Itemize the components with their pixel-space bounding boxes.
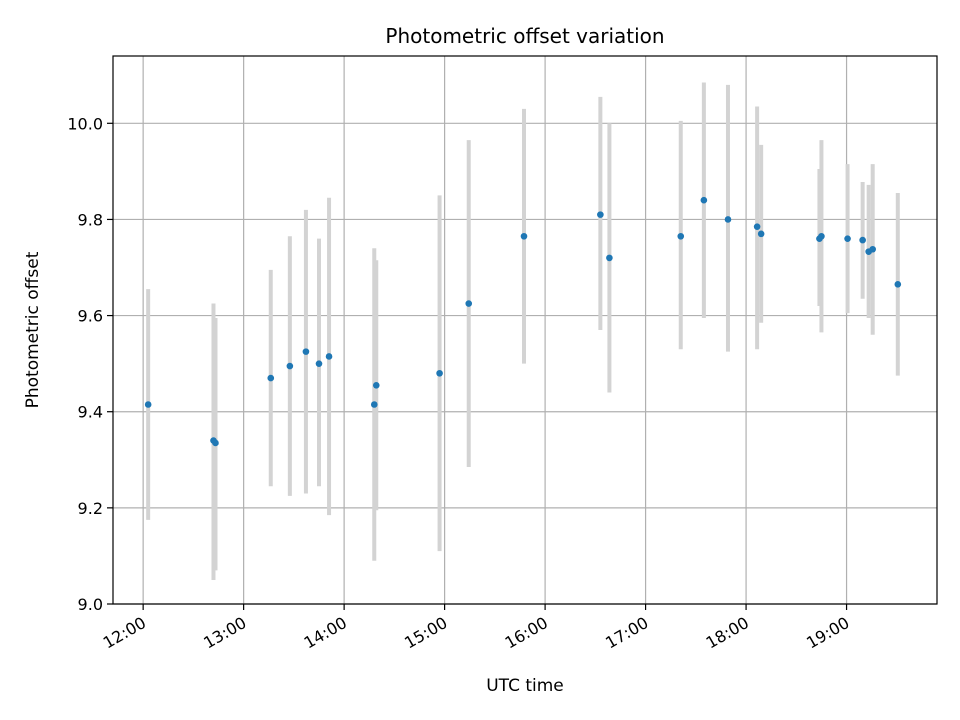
y-tick-label: 10.0: [67, 114, 103, 133]
plot-frame: [112, 55, 938, 605]
data-point: [894, 281, 902, 288]
data-point: [844, 235, 851, 242]
data-point: [677, 232, 685, 240]
chart-title: Photometric offset variation: [385, 24, 664, 48]
data-points: [144, 196, 902, 447]
y-axis-ticks: 9.0 9.2 9.4 9.6 9.8 10.0: [67, 114, 113, 614]
data-point: [597, 211, 604, 218]
data-point: [315, 360, 323, 367]
y-axis-label: Photometric offset: [23, 251, 43, 408]
data-point: [465, 300, 473, 307]
data-point: [436, 369, 443, 377]
y-tick-label: 9.0: [78, 595, 103, 614]
x-axis-label: UTC time: [486, 676, 564, 696]
data-point: [370, 401, 378, 408]
y-tick-label: 9.6: [78, 307, 103, 326]
data-point: [144, 401, 152, 408]
data-point: [606, 254, 613, 262]
data-point: [267, 374, 275, 382]
data-point: [372, 381, 380, 389]
data-point: [859, 236, 866, 244]
y-tick-label: 9.8: [78, 210, 103, 229]
data-point: [325, 353, 333, 360]
data-point: [302, 348, 310, 355]
data-point: [724, 216, 732, 223]
data-point: [753, 223, 761, 230]
data-point: [286, 362, 294, 370]
data-point: [520, 232, 528, 240]
data-point: [700, 196, 708, 204]
data-point: [757, 230, 765, 238]
data-point: [212, 439, 219, 447]
y-tick-label: 9.4: [78, 403, 103, 422]
y-tick-label: 9.2: [78, 499, 103, 518]
data-point: [869, 245, 876, 253]
data-point: [818, 232, 825, 240]
